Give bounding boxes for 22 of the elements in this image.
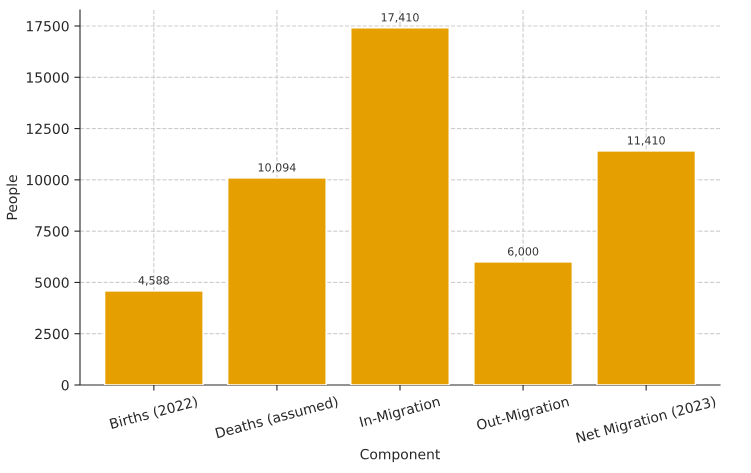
y-axis-title: People <box>6 175 20 220</box>
data-label: 11,410 <box>628 136 665 146</box>
bar <box>226 177 327 385</box>
data-label: 10,094 <box>258 163 296 173</box>
data-label: 17,410 <box>382 13 419 23</box>
bar <box>350 27 450 385</box>
y-tick-label: 7500 <box>35 226 69 237</box>
data-label: 6,000 <box>508 247 538 257</box>
x-tick-label: Net Migration (2023) <box>576 396 717 446</box>
data-label: 4,588 <box>138 276 169 286</box>
y-tick-label: 0 <box>62 380 69 390</box>
bar <box>104 290 204 385</box>
y-tick-label: 17500 <box>26 20 69 32</box>
bar <box>473 261 574 385</box>
y-tick-label: 15000 <box>26 72 69 83</box>
x-tick-label: Births (2022) <box>109 396 198 431</box>
y-tick-label: 2500 <box>35 328 69 340</box>
x-axis-title: Component <box>360 448 440 462</box>
bar <box>596 150 696 385</box>
y-tick-label: 12500 <box>26 124 69 134</box>
y-tick-label: 5000 <box>35 277 69 288</box>
y-tick-label: 10000 <box>26 174 69 186</box>
